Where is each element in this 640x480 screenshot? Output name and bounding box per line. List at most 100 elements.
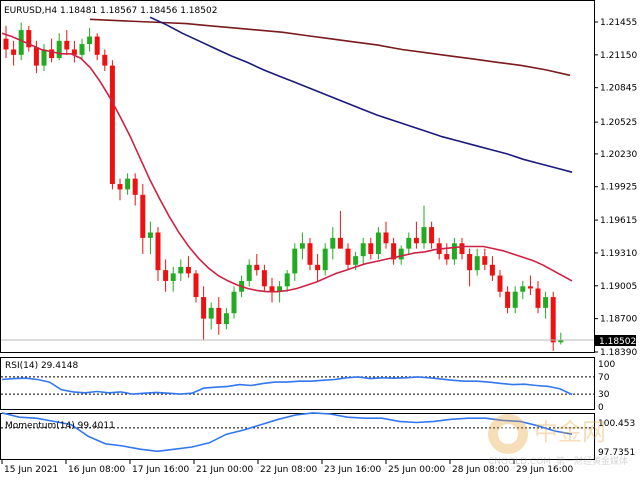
candle-body <box>125 178 131 190</box>
time-axis: 15 Jun 2021 16 Jun 08:00 17 Jun 16:00 21 Ju… <box>1 460 573 475</box>
watermark-domain: CNGOLD.COM <box>488 457 551 467</box>
price-label: 1.21150 <box>600 51 637 61</box>
candle-body <box>315 264 321 271</box>
candle-body <box>185 266 191 274</box>
rsi-axis-label: 30 <box>598 390 610 400</box>
price-label: 1.20230 <box>600 150 637 160</box>
ma-long-line <box>89 18 571 77</box>
candle-body <box>337 237 343 249</box>
candle-body <box>277 286 283 292</box>
ma-short-line <box>1 32 573 293</box>
candle-body <box>375 232 381 255</box>
candle-body <box>49 49 55 59</box>
candle-body <box>398 248 404 260</box>
candle-body <box>269 286 275 292</box>
time-label: 22 Jun 08:00 <box>260 465 317 475</box>
current-price-tag-box <box>595 335 636 346</box>
candle-body <box>33 47 39 66</box>
candle-body <box>64 40 70 50</box>
moving-averages <box>1 16 573 293</box>
current-price-tag: 1.18502 <box>599 337 636 347</box>
candle-body <box>231 291 237 314</box>
rsi-header: RSI(14) 29.4148 <box>5 361 78 371</box>
time-label: 16 Jun 08:00 <box>68 465 125 475</box>
candle-body <box>550 297 556 343</box>
candle-body <box>383 232 389 244</box>
candle-body <box>3 38 9 50</box>
candle-body <box>261 270 267 287</box>
time-label: 28 Jun 08:00 <box>452 465 509 475</box>
candle-body <box>368 243 374 255</box>
candle-body <box>163 270 169 281</box>
watermark-brand: 中金网 <box>534 418 606 446</box>
candle-body <box>307 243 313 265</box>
candle-body <box>406 237 412 249</box>
candle-body <box>109 65 115 185</box>
candle-body <box>140 194 146 238</box>
cngold-watermark: 中金网 CNGOLD.COM 第一财经黄金媒体 <box>488 414 628 467</box>
candle-body <box>87 36 93 45</box>
rsi-pane[interactable] <box>0 357 595 410</box>
candle-body <box>444 254 450 260</box>
price-label: 1.21455 <box>600 18 637 28</box>
price-label: 1.19615 <box>600 216 637 226</box>
candles-group <box>3 22 564 351</box>
candle-body <box>459 243 465 255</box>
candle-body <box>201 297 207 319</box>
momentum-pane[interactable] <box>0 413 595 460</box>
price-label: 1.18700 <box>600 315 637 325</box>
watermark-slogan: 第一财经黄金媒体 <box>556 455 628 467</box>
candle-body <box>284 273 290 287</box>
candle-body <box>147 232 153 238</box>
main-pane[interactable] <box>0 0 595 353</box>
time-label: 25 Jun 00:00 <box>388 465 445 475</box>
candle-body <box>429 227 435 244</box>
candle-body <box>467 254 473 271</box>
rsi-axis-label: 70 <box>598 373 610 383</box>
rsi-axis-label: 100 <box>598 360 615 370</box>
oscillators: 100 70 30 0 100.453 97.7351 <box>1 360 635 458</box>
candle-body <box>543 297 549 308</box>
candle-body <box>216 307 222 325</box>
price-label: 1.19310 <box>600 249 637 259</box>
momentum-axis-label: 97.7351 <box>598 448 635 458</box>
candle-body <box>353 256 359 265</box>
momentum-header: Momentum(14) 99.4011 <box>5 421 115 431</box>
momentum-axis-label: 100.453 <box>598 419 635 429</box>
candle-body <box>497 275 503 292</box>
candle-body <box>26 30 32 48</box>
candle-body <box>391 243 397 260</box>
time-label: 23 Jun 16:00 <box>324 465 381 475</box>
candle-body <box>208 307 214 319</box>
candle-body <box>79 44 85 55</box>
price-label: 1.20845 <box>600 84 637 94</box>
candle-body <box>558 340 564 343</box>
symbol-header: EURUSD,H4 1.18481 1.18567 1.18456 1.1850… <box>4 6 217 16</box>
candle-body <box>505 291 511 308</box>
price-label: 1.19005 <box>600 282 637 292</box>
candle-body <box>223 313 229 325</box>
candle-body <box>413 237 419 244</box>
price-label: 1.19925 <box>600 183 637 193</box>
candle-body <box>193 273 199 298</box>
candle-body <box>11 49 17 55</box>
time-label: 15 Jun 2021 <box>4 465 58 475</box>
momentum-line <box>1 412 573 453</box>
candle-body <box>292 248 298 274</box>
candle-body <box>56 40 62 59</box>
candle-body <box>474 256 480 271</box>
candle-body <box>246 264 252 281</box>
candle-body <box>482 256 488 265</box>
candle-body <box>512 291 518 308</box>
candle-body <box>71 49 77 55</box>
candle-body <box>535 288 541 308</box>
candle-body <box>421 227 427 244</box>
rsi-axis-label: 0 <box>598 403 604 413</box>
candle-body <box>170 273 176 281</box>
candle-body <box>299 243 305 249</box>
candle-body <box>102 54 108 66</box>
candle-body <box>117 184 123 190</box>
price-axis: 1.21455 1.21150 1.20845 1.20525 1.20230 1.199… <box>1 18 637 358</box>
cngold-logo-icon <box>488 414 528 454</box>
